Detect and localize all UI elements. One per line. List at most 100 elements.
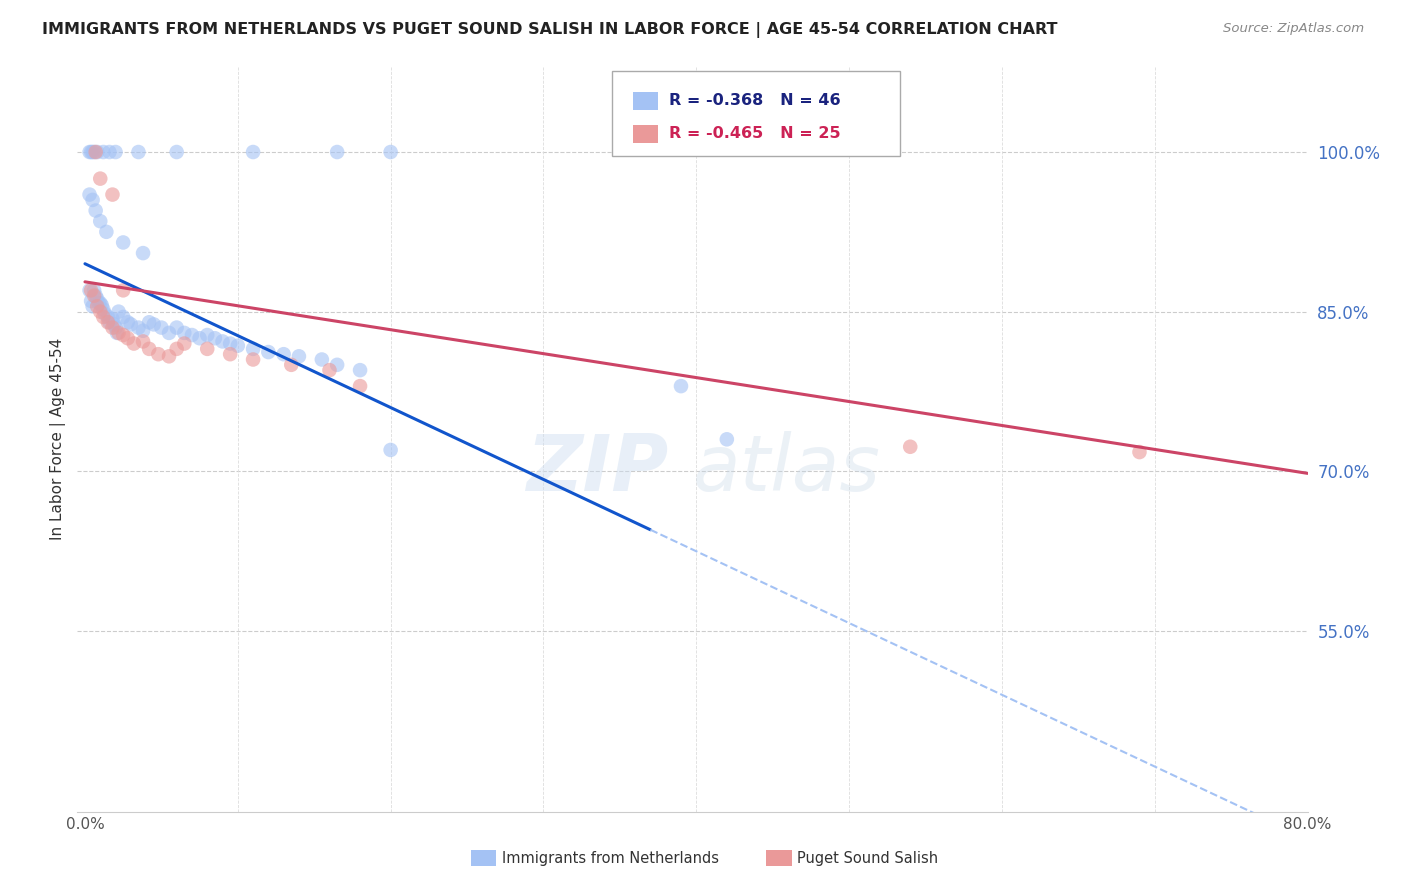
Point bbox=[112, 328, 135, 343]
Point bbox=[101, 320, 124, 334]
Point bbox=[89, 296, 111, 310]
Point bbox=[195, 328, 218, 343]
Point bbox=[219, 347, 242, 361]
Point bbox=[96, 225, 118, 239]
Point bbox=[242, 342, 264, 356]
Text: Source: ZipAtlas.com: Source: ZipAtlas.com bbox=[1223, 22, 1364, 36]
Point bbox=[204, 331, 226, 345]
Point bbox=[127, 320, 149, 334]
Point bbox=[318, 363, 340, 377]
Point bbox=[97, 310, 120, 324]
Point bbox=[117, 315, 139, 329]
Point bbox=[89, 304, 111, 318]
Point bbox=[112, 235, 135, 250]
Point bbox=[219, 336, 242, 351]
Point bbox=[101, 187, 124, 202]
Point bbox=[83, 284, 105, 298]
Point bbox=[349, 363, 371, 377]
Point bbox=[122, 336, 145, 351]
Point bbox=[157, 326, 180, 340]
Text: ZIP: ZIP bbox=[526, 431, 668, 508]
Point bbox=[226, 339, 249, 353]
Point bbox=[1128, 445, 1150, 459]
Point bbox=[127, 145, 149, 159]
Point bbox=[101, 312, 124, 326]
Point bbox=[112, 284, 135, 298]
Point bbox=[84, 145, 107, 159]
Point bbox=[117, 331, 139, 345]
Point bbox=[166, 320, 188, 334]
Point bbox=[380, 442, 402, 457]
Point bbox=[82, 145, 104, 159]
Point bbox=[89, 214, 111, 228]
Point bbox=[98, 145, 121, 159]
Point bbox=[132, 324, 155, 338]
Point bbox=[80, 145, 103, 159]
Point bbox=[166, 342, 188, 356]
Point bbox=[91, 310, 114, 324]
Point bbox=[242, 145, 264, 159]
Point bbox=[326, 358, 349, 372]
Point bbox=[211, 334, 233, 349]
Point bbox=[142, 318, 165, 332]
Point bbox=[311, 352, 333, 367]
Text: atlas: atlas bbox=[693, 431, 880, 508]
Point bbox=[132, 246, 155, 260]
Point bbox=[669, 379, 692, 393]
Point bbox=[90, 298, 112, 312]
Point bbox=[166, 145, 188, 159]
Point bbox=[242, 352, 264, 367]
Point bbox=[138, 315, 160, 329]
Point bbox=[716, 433, 738, 447]
Point bbox=[105, 326, 128, 340]
Y-axis label: In Labor Force | Age 45-54: In Labor Force | Age 45-54 bbox=[51, 338, 66, 541]
Point bbox=[157, 349, 180, 363]
Point bbox=[84, 288, 107, 302]
Point bbox=[86, 292, 108, 306]
Point bbox=[257, 345, 280, 359]
Point bbox=[326, 145, 349, 159]
Text: Puget Sound Salish: Puget Sound Salish bbox=[797, 851, 938, 865]
Point bbox=[150, 320, 173, 334]
Point bbox=[97, 315, 120, 329]
Point bbox=[148, 347, 170, 361]
Point bbox=[104, 145, 127, 159]
Point bbox=[107, 304, 129, 318]
Point bbox=[181, 328, 204, 343]
Point bbox=[83, 145, 105, 159]
Point bbox=[280, 358, 302, 372]
Point bbox=[112, 310, 135, 324]
Point bbox=[107, 326, 129, 340]
Text: IMMIGRANTS FROM NETHERLANDS VS PUGET SOUND SALISH IN LABOR FORCE | AGE 45-54 COR: IMMIGRANTS FROM NETHERLANDS VS PUGET SOU… bbox=[42, 22, 1057, 38]
Point bbox=[898, 440, 921, 454]
Point bbox=[132, 334, 155, 349]
Point bbox=[288, 349, 311, 363]
Point bbox=[173, 326, 195, 340]
Point bbox=[79, 187, 101, 202]
Point bbox=[82, 193, 104, 207]
Point bbox=[103, 318, 125, 332]
Point bbox=[349, 379, 371, 393]
Point bbox=[120, 318, 142, 332]
Point bbox=[98, 315, 121, 329]
Point bbox=[87, 296, 110, 310]
Point bbox=[104, 320, 127, 334]
Point bbox=[91, 302, 114, 317]
Point bbox=[89, 171, 111, 186]
Point bbox=[94, 307, 117, 321]
Point bbox=[80, 284, 103, 298]
Point bbox=[79, 145, 101, 159]
Text: Immigrants from Netherlands: Immigrants from Netherlands bbox=[502, 851, 718, 865]
Point bbox=[138, 342, 160, 356]
Point bbox=[188, 331, 211, 345]
Point bbox=[273, 347, 295, 361]
Point bbox=[195, 342, 218, 356]
Point bbox=[86, 145, 108, 159]
Point bbox=[83, 288, 105, 302]
Point bbox=[380, 145, 402, 159]
Point bbox=[80, 293, 103, 308]
Point bbox=[173, 336, 195, 351]
Text: R = -0.465   N = 25: R = -0.465 N = 25 bbox=[669, 127, 841, 141]
Point bbox=[84, 203, 107, 218]
Point bbox=[79, 284, 101, 298]
